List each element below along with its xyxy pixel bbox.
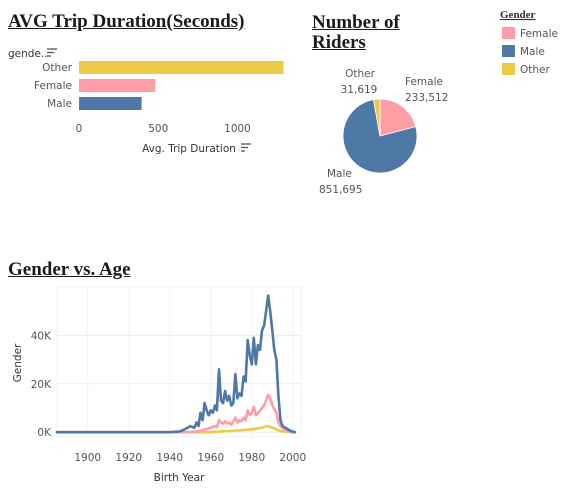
bar-chart[interactable]: gende.. Other Female Male 0 500 1000 Avg. Tr… [8, 48, 284, 155]
bar-other[interactable] [79, 61, 284, 74]
pie-label-male: Male [327, 168, 352, 180]
line-chart-title: Gender vs. Age [8, 259, 131, 280]
legend-title: Gender [500, 9, 536, 21]
line-y-tick-label: 0K [37, 427, 52, 439]
bar-category-label: Female [34, 80, 72, 92]
legend[interactable]: Gender Female Male Other [500, 9, 558, 76]
bar-male[interactable] [79, 97, 142, 110]
line-x-tick-label: 1960 [197, 452, 224, 464]
legend-label-female: Female [520, 28, 558, 40]
pie-chart[interactable]: Female 233,512 Male 851,695 Other 31,619 [319, 68, 448, 196]
legend-swatch-other[interactable] [502, 63, 515, 75]
line-x-tick-label: 1900 [74, 452, 101, 464]
line-series-male[interactable] [55, 294, 297, 434]
line-series-female[interactable] [55, 393, 297, 434]
bar-female[interactable] [79, 79, 156, 92]
line-chart[interactable]: 0K 20K 40K 1900 1920 1940 1960 1980 2000 Gender… [12, 286, 306, 484]
bar-x-tick-label: 1000 [224, 123, 251, 135]
pie-value-other: 31,619 [341, 84, 378, 96]
pie-label-other: Other [345, 68, 375, 80]
sort-icon[interactable] [241, 143, 251, 152]
pie-value-female: 233,512 [405, 92, 448, 104]
line-x-tick-label: 2000 [279, 452, 306, 464]
bar-category-label: Male [47, 98, 72, 110]
line-y-axis-title: Gender [12, 343, 24, 382]
pie-chart-title: Number of Riders [312, 12, 400, 53]
line-x-tick-label: 1940 [156, 452, 183, 464]
bar-row-header: gende.. [8, 48, 48, 60]
pie-label-female: Female [405, 76, 443, 88]
line-x-tick-label: 1980 [238, 452, 265, 464]
pie-slice-male[interactable] [342, 99, 418, 174]
bar-chart-title: AVG Trip Duration(Seconds) [8, 11, 245, 32]
legend-label-male: Male [520, 46, 545, 58]
bar-x-tick-label: 0 [76, 123, 83, 135]
line-y-tick-label: 40K [31, 330, 52, 342]
line-series-other[interactable] [55, 424, 297, 434]
pie-slice-other[interactable] [372, 98, 381, 137]
line-y-tick-label: 20K [31, 379, 52, 391]
bar-category-label: Other [42, 62, 72, 74]
line-x-axis-title: Birth Year [154, 472, 205, 484]
bar-x-axis-title: Avg. Trip Duration [142, 143, 236, 155]
legend-swatch-female[interactable] [502, 27, 515, 39]
line-x-tick-label: 1920 [115, 452, 142, 464]
sort-descending-icon[interactable] [47, 48, 57, 57]
pie-value-male: 851,695 [319, 184, 362, 196]
legend-swatch-male[interactable] [502, 45, 515, 57]
legend-label-other: Other [520, 64, 550, 76]
pie-slice-female[interactable] [379, 98, 417, 137]
line-plot-area [56, 286, 302, 438]
bar-x-tick-label: 500 [148, 123, 168, 135]
